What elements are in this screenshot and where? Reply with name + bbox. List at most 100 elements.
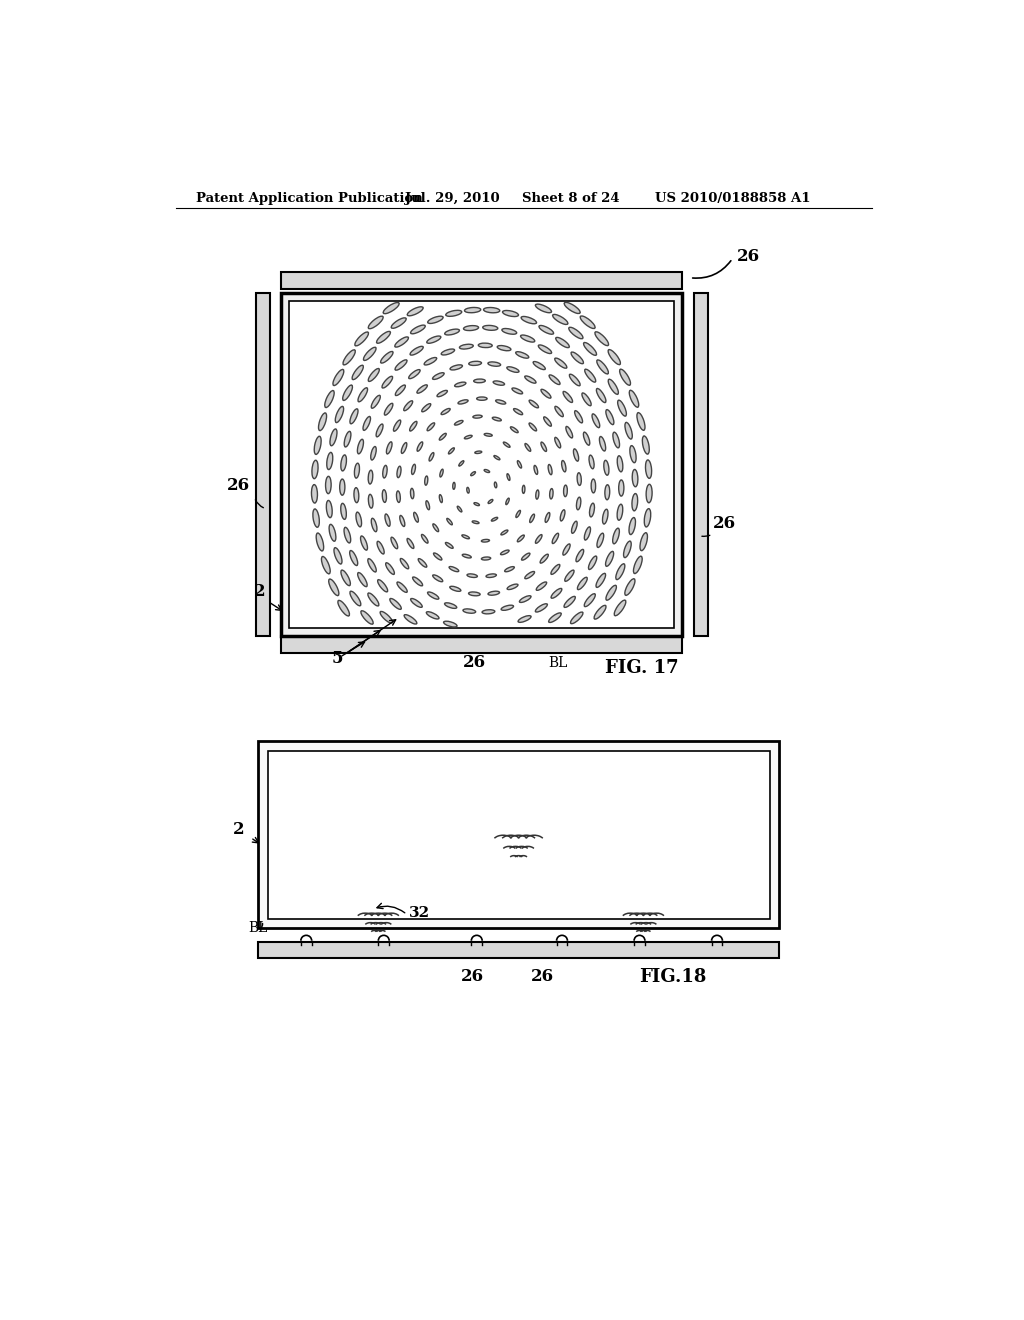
Ellipse shape — [482, 326, 498, 330]
Ellipse shape — [444, 603, 457, 609]
Ellipse shape — [624, 541, 631, 557]
Ellipse shape — [368, 593, 379, 606]
Ellipse shape — [501, 550, 509, 554]
Ellipse shape — [536, 490, 539, 499]
Ellipse shape — [446, 519, 453, 525]
Ellipse shape — [449, 447, 455, 454]
Ellipse shape — [411, 598, 422, 607]
Ellipse shape — [469, 591, 480, 595]
Ellipse shape — [475, 451, 481, 454]
Ellipse shape — [425, 477, 428, 486]
Ellipse shape — [539, 326, 554, 334]
Ellipse shape — [441, 348, 455, 355]
Ellipse shape — [341, 455, 346, 471]
Ellipse shape — [488, 591, 500, 595]
Ellipse shape — [472, 521, 479, 524]
Ellipse shape — [462, 535, 469, 539]
Ellipse shape — [369, 317, 383, 329]
Ellipse shape — [329, 524, 336, 541]
Ellipse shape — [534, 466, 538, 474]
Ellipse shape — [371, 446, 376, 461]
Ellipse shape — [432, 372, 444, 379]
Ellipse shape — [516, 351, 528, 358]
Ellipse shape — [537, 582, 547, 590]
Ellipse shape — [529, 400, 539, 408]
Ellipse shape — [433, 553, 442, 560]
Ellipse shape — [424, 358, 436, 366]
Ellipse shape — [584, 432, 590, 445]
Ellipse shape — [516, 511, 520, 517]
Text: Patent Application Publication: Patent Application Publication — [197, 191, 423, 205]
Ellipse shape — [399, 515, 404, 527]
Ellipse shape — [478, 343, 493, 347]
Ellipse shape — [381, 351, 393, 363]
Ellipse shape — [505, 566, 514, 572]
Ellipse shape — [568, 327, 583, 339]
Ellipse shape — [563, 544, 570, 556]
Ellipse shape — [571, 352, 584, 364]
Ellipse shape — [462, 554, 471, 558]
Ellipse shape — [536, 304, 552, 313]
Ellipse shape — [471, 471, 475, 475]
Ellipse shape — [356, 512, 361, 527]
Ellipse shape — [625, 422, 632, 440]
Ellipse shape — [385, 513, 390, 527]
Text: Jul. 29, 2010: Jul. 29, 2010 — [406, 191, 500, 205]
Ellipse shape — [395, 360, 407, 370]
Ellipse shape — [569, 374, 581, 385]
Ellipse shape — [492, 517, 498, 521]
Ellipse shape — [395, 337, 409, 347]
Ellipse shape — [561, 461, 566, 471]
Bar — [289, 301, 675, 628]
Ellipse shape — [541, 442, 547, 451]
Ellipse shape — [590, 503, 595, 517]
Ellipse shape — [582, 393, 591, 405]
Ellipse shape — [400, 558, 409, 569]
Ellipse shape — [403, 401, 413, 411]
Ellipse shape — [410, 421, 417, 432]
Ellipse shape — [391, 537, 397, 549]
Ellipse shape — [474, 503, 479, 506]
Ellipse shape — [439, 433, 446, 440]
Ellipse shape — [467, 487, 469, 494]
Ellipse shape — [437, 391, 447, 397]
Ellipse shape — [401, 442, 407, 453]
Ellipse shape — [585, 527, 591, 540]
Ellipse shape — [555, 407, 563, 417]
Ellipse shape — [524, 376, 536, 383]
Ellipse shape — [343, 350, 355, 364]
Ellipse shape — [521, 553, 530, 560]
Ellipse shape — [369, 470, 373, 484]
Ellipse shape — [544, 417, 551, 426]
Ellipse shape — [498, 346, 511, 351]
Ellipse shape — [605, 484, 609, 500]
Ellipse shape — [427, 422, 434, 430]
Ellipse shape — [325, 391, 334, 408]
Ellipse shape — [563, 484, 567, 496]
Ellipse shape — [458, 507, 462, 512]
Ellipse shape — [642, 436, 649, 454]
Ellipse shape — [450, 586, 461, 591]
Text: 26: 26 — [531, 968, 554, 985]
Ellipse shape — [496, 400, 506, 404]
Ellipse shape — [440, 469, 443, 477]
Ellipse shape — [541, 389, 551, 399]
Ellipse shape — [414, 512, 419, 523]
Ellipse shape — [560, 510, 565, 521]
Ellipse shape — [481, 540, 489, 543]
Ellipse shape — [428, 317, 443, 323]
Ellipse shape — [360, 611, 373, 624]
Ellipse shape — [445, 543, 454, 548]
Ellipse shape — [507, 367, 519, 372]
Ellipse shape — [354, 463, 359, 478]
Ellipse shape — [581, 315, 595, 329]
Ellipse shape — [428, 591, 439, 599]
Ellipse shape — [483, 308, 500, 313]
Ellipse shape — [444, 329, 460, 335]
Ellipse shape — [564, 302, 581, 314]
Text: 26: 26 — [463, 653, 486, 671]
Ellipse shape — [570, 612, 583, 623]
Ellipse shape — [520, 335, 535, 342]
Ellipse shape — [372, 519, 377, 532]
Ellipse shape — [357, 440, 364, 454]
